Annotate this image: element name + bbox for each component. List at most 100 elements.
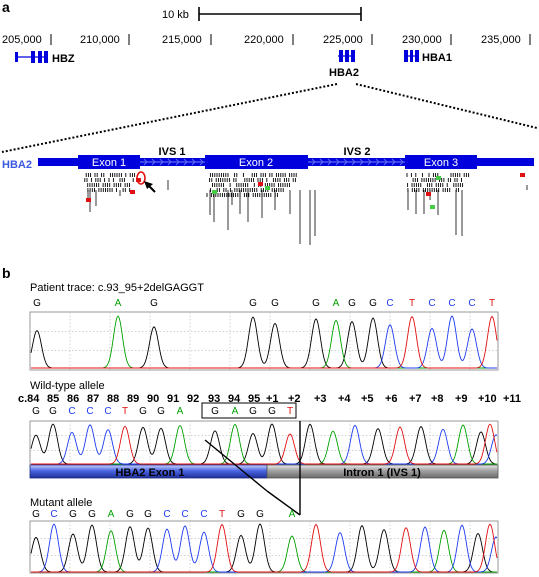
patient-plot-frame (29, 311, 499, 371)
position-label: +2 (288, 393, 301, 405)
position-label: 94 (228, 393, 241, 405)
position-label: 91 (167, 393, 179, 405)
variant-mark (136, 178, 141, 182)
base-call: C (181, 509, 188, 520)
variant-mark (86, 198, 91, 202)
exon-1-box (78, 155, 140, 169)
junction-line-mid (266, 490, 301, 516)
patient-chromatogram (29, 311, 499, 371)
base-call: C (163, 509, 170, 520)
deleted-bases-box (201, 402, 297, 419)
wild-type-title: Wild-type allele (30, 380, 105, 392)
base-call: G (32, 406, 40, 417)
base-call: G (139, 406, 147, 417)
position-label: +10 (478, 393, 497, 405)
chevron-icon (311, 158, 316, 166)
arrow-icon (144, 181, 156, 193)
base-call: T (409, 298, 415, 309)
junction-line-left (204, 439, 268, 492)
base-call: C (104, 406, 111, 417)
base-call: G (268, 406, 276, 417)
position-label: 86 (67, 393, 79, 405)
base-call: G (49, 406, 57, 417)
chevron-icon (159, 158, 164, 166)
base-call: G (369, 298, 377, 309)
trace-c (31, 315, 497, 369)
chevron-icon (359, 158, 364, 166)
panel-a-label: a (2, 0, 10, 15)
coord-label: 225,000 (323, 34, 363, 46)
trace-t (31, 523, 498, 573)
position-label: 92 (187, 393, 199, 405)
panel-a: a 10 kb 205,000 210,000 215,000 220,000 … (1, 0, 538, 245)
chevron-icon (327, 158, 332, 166)
base-call: C (68, 406, 75, 417)
base-call: G (144, 509, 152, 520)
base-call: C (386, 298, 393, 309)
position-label: +3 (314, 393, 327, 405)
patient-trace-title: Patient trace: c.93_95+2delGAGGT (30, 282, 204, 294)
trace-a (31, 315, 497, 369)
chevron-icon (143, 158, 148, 166)
variant-mark (130, 190, 135, 194)
chevron-icon (319, 158, 324, 166)
zoom-line-left (1, 83, 338, 153)
trace-g (30, 423, 497, 465)
gene-label-hbz: HBZ (52, 53, 75, 65)
position-label: +9 (455, 393, 468, 405)
ivs-2-label: IVS 2 (344, 146, 371, 158)
trace-t (31, 423, 498, 465)
trace-c (31, 424, 498, 465)
base-call: G (157, 406, 165, 417)
base-call: G (126, 509, 134, 520)
chevron-icon (199, 158, 204, 166)
base-call: G (271, 298, 279, 309)
mutant-plot-frame (29, 520, 499, 574)
position-labels: c.84 85 86 87 88 89 90 91 92 93 94 95 +1 +2 +3 +4 +5 +6 +7… (18, 393, 521, 405)
exon-2-box (205, 155, 308, 169)
track-label: HBA2 (2, 159, 32, 171)
position-label: +5 (361, 393, 374, 405)
hba2-gene-model: HBA2 Exon 1 Exon 2 Exon 3 IVS 1 IVS 2 (2, 146, 534, 171)
base-call: A (177, 406, 184, 417)
base-call: G (249, 298, 257, 309)
position-label: +1 (266, 393, 279, 405)
intron-chevrons (143, 158, 204, 166)
variant-highlight-circle (136, 171, 146, 185)
position-label: +6 (385, 393, 398, 405)
base-call: A (333, 298, 340, 309)
coord-label: 230,000 (402, 34, 442, 46)
base-call: G (237, 509, 245, 520)
base-call: T (489, 298, 495, 309)
coordinate-ruler: 205,000 210,000 215,000 220,000 225,000 … (2, 34, 531, 46)
gene-label-hba1: HBA1 (422, 52, 452, 64)
base-call: G (348, 298, 356, 309)
base-call: G (69, 509, 77, 520)
position-label: +4 (338, 393, 351, 405)
position-label: c.84 (18, 393, 40, 405)
chevron-icon (391, 158, 396, 166)
coord-label: 220,000 (244, 34, 284, 46)
variant-mark (212, 190, 217, 194)
gene-hba2: HBA2 (329, 50, 359, 79)
base-call: A (108, 509, 115, 520)
position-label: 88 (107, 393, 119, 405)
position-label: +8 (431, 393, 444, 405)
wild-type-chromatogram (29, 420, 499, 466)
chevron-icon (335, 158, 340, 166)
intron-chevrons (311, 158, 404, 166)
chevron-icon (151, 158, 156, 166)
wild-type-plot-frame (29, 420, 499, 466)
base-call: G (211, 406, 219, 417)
position-label: 95 (248, 393, 260, 405)
chevron-icon (343, 158, 348, 166)
exon-bar-label: HBA2 Exon 1 (115, 467, 184, 479)
trace-a (31, 423, 497, 465)
coord-label: 235,000 (481, 34, 521, 46)
coord-label: 205,000 (2, 34, 42, 46)
chevron-icon (191, 158, 196, 166)
position-label: 90 (147, 393, 159, 405)
chevron-icon (183, 158, 188, 166)
